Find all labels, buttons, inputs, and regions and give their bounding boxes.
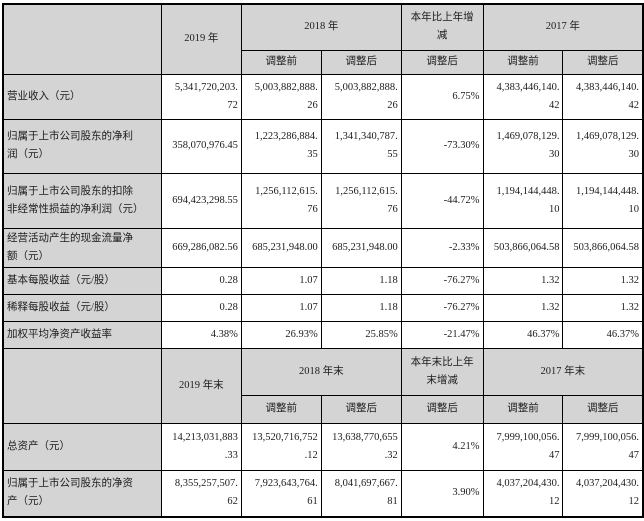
value-cell: 503,866,064.58 (482, 227, 564, 268)
row-operating-revenue: 营业收入（元） 5,341,720,203. 72 5,003,882,888.… (2, 73, 644, 120)
row-weighted-avg-roe: 加权平均净资产收益率 4.38% 26.93% 25.85% -21.47% 4… (2, 320, 644, 349)
value-cell: 4,037,204,430. 12 (562, 469, 644, 518)
row-diluted-eps: 稀释每股收益（元/股） 0.28 1.07 1.18 -76.27% 1.32 … (2, 293, 644, 322)
value-cell: 1.32 (562, 293, 644, 322)
value-cell: 4,383,446,140. 42 (482, 73, 564, 120)
value-cell: 7,923,643,764. 61 (240, 469, 322, 518)
header-2017-yearend: 2017 年末 (482, 347, 644, 396)
value-cell: 1,194,144,448. 10 (562, 172, 644, 229)
value-cell: 26.93% (240, 320, 322, 349)
value-cell: 503,866,064.58 (562, 227, 644, 268)
row-net-profit: 归属于上市公司股东的净利 润（元） 358,070,976.45 1,223,2… (2, 118, 644, 174)
value-cell: -44.72% (400, 172, 484, 229)
metric-label: 加权平均净资产收益率 (2, 320, 162, 349)
metric-label: 归属于上市公司股东的净资 产（元） (2, 469, 162, 518)
value-cell: 1.32 (562, 266, 644, 295)
value-cell: 4,037,204,430. 12 (482, 469, 564, 518)
value-cell: 1.18 (320, 293, 402, 322)
financial-summary-table: 2019 年 2018 年 本年比上年增 减 2017 年 调整前 调整后 调整… (2, 3, 644, 518)
value-cell: -76.27% (400, 293, 484, 322)
value-cell: 5,003,882,888. 26 (320, 73, 402, 120)
table2-header-years: 2019 年末 2018 年末 本年末比上年 末增减 2017 年末 (2, 347, 644, 424)
value-cell: 5,341,720,203. 72 (160, 73, 242, 120)
value-cell: 13,520,716,752 .12 (240, 422, 322, 471)
subheader-2017ye-before: 调整前 (482, 394, 564, 424)
value-cell: 14,213,031,883 .33 (160, 422, 242, 471)
header-2019-yearend: 2019 年末 (160, 347, 242, 424)
header-2019: 2019 年 (160, 3, 242, 75)
value-cell: 358,070,976.45 (160, 118, 242, 174)
value-cell: 1.07 (240, 293, 322, 322)
subheader-change-ye-after: 调整后 (400, 394, 484, 424)
value-cell: 4.38% (160, 320, 242, 349)
metric-label: 稀释每股收益（元/股） (2, 293, 162, 322)
value-cell: -76.27% (400, 266, 484, 295)
row-operating-cash-flow: 经营活动产生的现金流量净 额（元） 669,286,082.56 685,231… (2, 227, 644, 268)
value-cell: 46.37% (482, 320, 564, 349)
metric-label: 基本每股收益（元/股） (2, 266, 162, 295)
subheader-2018ye-before: 调整前 (240, 394, 322, 424)
value-cell: 1,256,112,615. 76 (240, 172, 322, 229)
table1-header-years: 2019 年 2018 年 本年比上年增 减 2017 年 (2, 3, 644, 75)
corner-cell-1 (2, 3, 162, 75)
metric-label: 总资产（元） (2, 422, 162, 471)
value-cell: 1,469,078,129. 30 (562, 118, 644, 174)
value-cell: 669,286,082.56 (160, 227, 242, 268)
subheader-2017-after: 调整后 (562, 49, 644, 75)
row-total-assets: 总资产（元） 14,213,031,883 .33 13,520,716,752… (2, 422, 644, 471)
value-cell: -2.33% (400, 227, 484, 268)
row-basic-eps: 基本每股收益（元/股） 0.28 1.07 1.18 -76.27% 1.32 … (2, 266, 644, 295)
value-cell: 7,999,100,056. 47 (482, 422, 564, 471)
header-yoy-change: 本年比上年增 减 (400, 3, 484, 51)
value-cell: -21.47% (400, 320, 484, 349)
value-cell: 1.07 (240, 266, 322, 295)
subheader-2018ye-after: 调整后 (320, 394, 402, 424)
value-cell: 8,041,697,667. 81 (320, 469, 402, 518)
metric-label: 营业收入（元） (2, 73, 162, 120)
metric-label: 经营活动产生的现金流量净 额（元） (2, 227, 162, 268)
value-cell: 13,638,770,655 .32 (320, 422, 402, 471)
value-cell: 1,223,286,884. 35 (240, 118, 322, 174)
value-cell: 1,469,078,129. 30 (482, 118, 564, 174)
value-cell: 1,194,144,448. 10 (482, 172, 564, 229)
value-cell: 1.32 (482, 293, 564, 322)
value-cell: 3.90% (400, 469, 484, 518)
value-cell: 4,383,446,140. 42 (562, 73, 644, 120)
table2-header-adjust: 调整前 调整后 调整后 调整前 调整后 (3, 394, 644, 424)
header-2018-yearend: 2018 年末 (240, 347, 402, 396)
value-cell: 6.75% (400, 73, 484, 120)
value-cell: 25.85% (320, 320, 402, 349)
value-cell: 8,355,257,507. 62 (160, 469, 242, 518)
value-cell: 1.18 (320, 266, 402, 295)
row-net-profit-excl-nonrecurring: 归属于上市公司股东的扣除 非经常性损益的净利润（元） 694,423,298.5… (2, 172, 644, 229)
value-cell: 1.32 (482, 266, 564, 295)
value-cell: 0.28 (160, 266, 242, 295)
header-2017: 2017 年 (482, 3, 644, 51)
row-net-assets: 归属于上市公司股东的净资 产（元） 8,355,257,507. 62 7,92… (2, 469, 644, 518)
value-cell: 1,256,112,615. 76 (320, 172, 402, 229)
metric-label: 归属于上市公司股东的净利 润（元） (2, 118, 162, 174)
value-cell: 5,003,882,888. 26 (240, 73, 322, 120)
subheader-2018-before: 调整前 (240, 49, 322, 75)
value-cell: 685,231,948.00 (240, 227, 322, 268)
value-cell: 4.21% (400, 422, 484, 471)
value-cell: 0.28 (160, 293, 242, 322)
subheader-2017ye-after: 调整后 (562, 394, 644, 424)
value-cell: 7,999,100,056. 47 (562, 422, 644, 471)
subheader-2018-after: 调整后 (320, 49, 402, 75)
value-cell: -73.30% (400, 118, 484, 174)
subheader-change-after: 调整后 (400, 49, 484, 75)
value-cell: 1,341,340,787. 55 (320, 118, 402, 174)
value-cell: 685,231,948.00 (320, 227, 402, 268)
header-yearend-change: 本年末比上年 末增减 (400, 347, 484, 396)
value-cell: 694,423,298.55 (160, 172, 242, 229)
metric-label: 归属于上市公司股东的扣除 非经常性损益的净利润（元） (2, 172, 162, 229)
corner-cell-2 (2, 347, 162, 424)
header-2018: 2018 年 (240, 3, 402, 51)
table1-header-adjust: 调整前 调整后 调整后 调整前 调整后 (3, 49, 644, 75)
subheader-2017-before: 调整前 (482, 49, 564, 75)
value-cell: 46.37% (562, 320, 644, 349)
